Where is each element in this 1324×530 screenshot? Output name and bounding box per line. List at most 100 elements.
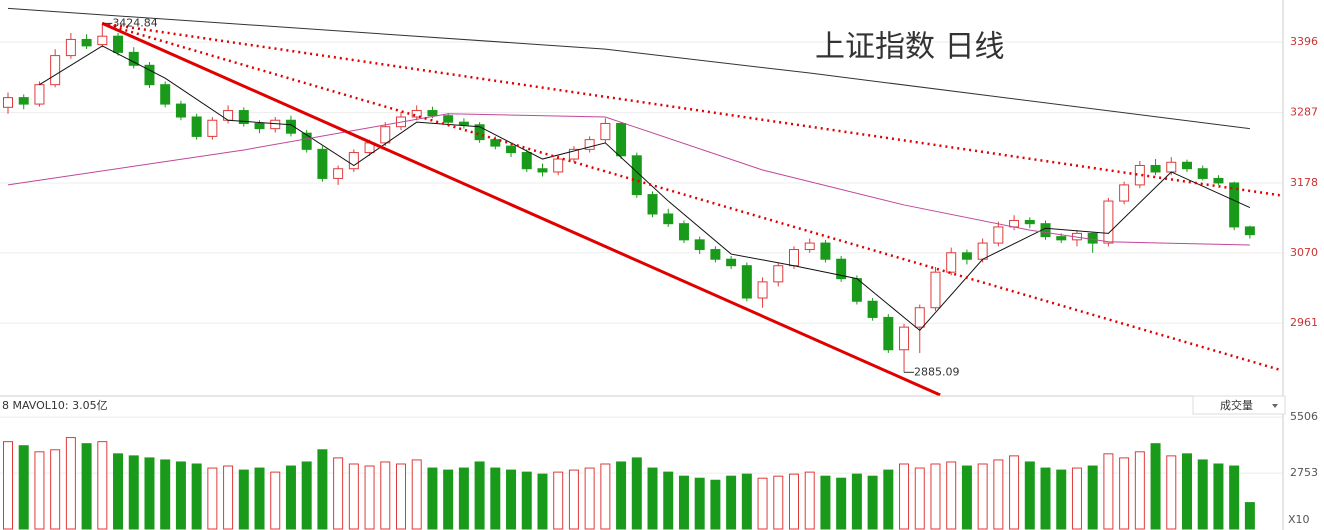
volume-bar [1244,502,1255,530]
volume-bar [364,465,375,530]
volume-bar [18,445,29,530]
volume-bar [317,449,328,530]
volume-bar [3,441,13,530]
candle-body [521,152,532,170]
trend-line [101,22,941,397]
candle-body [899,326,910,351]
volume-unit-label: X10 [1288,513,1310,526]
candle-body [50,55,61,86]
candle-body [1182,161,1192,170]
volume-bar [1024,461,1035,530]
candle-body [3,97,13,108]
volume-bar [1103,453,1114,530]
volume-bar [773,475,784,530]
annotation-label: 2885.09 [914,365,960,378]
candle-body [663,213,674,225]
candle-body [1056,236,1067,241]
volume-bar [914,467,925,530]
volume-bar [647,467,658,530]
y-tick-label: 5506 [1290,410,1318,423]
volume-bar [1229,465,1240,530]
candle-body [977,242,988,260]
plot [3,7,1281,530]
volume-bar [238,469,249,530]
volume-bar [616,461,627,530]
trend-line [101,22,1281,371]
candle-body [1213,177,1224,184]
candle-body [1197,168,1208,179]
candle-body [710,249,721,260]
candle-body [961,252,972,260]
y-tick-label: 3287 [1290,105,1318,118]
volume-bar [81,443,92,530]
moving-average-line [39,45,1251,332]
y-tick-label: 2961 [1290,316,1318,329]
candle-body [443,115,454,123]
candle-body [1244,226,1255,236]
candle-body [616,122,627,157]
volume-bar [490,467,501,530]
volume-bar [34,451,45,530]
volume-bar [160,459,171,530]
volume-bar [1056,469,1067,530]
candle-body [458,121,469,126]
volume-bar [443,469,454,530]
volume-bar [883,469,894,530]
candle-body [867,300,878,318]
volume-bar [97,441,108,530]
volume-bar [458,467,469,530]
candle-body [301,132,312,150]
volume-bar [568,469,579,530]
volume-bar [1040,467,1051,530]
volume-bar [804,471,815,530]
chart-title: 上证指数 日线 [815,30,1005,65]
candle-body [1150,164,1161,173]
volume-bar [1119,457,1130,530]
candle-body [726,258,737,267]
candle-body [474,124,485,141]
volume-selector[interactable] [1192,395,1286,415]
candle-body [694,239,705,251]
volume-bar [757,477,768,530]
candle-body [741,265,752,299]
volume-bar [678,475,689,530]
candle-body [81,38,92,47]
candle-body [836,258,847,280]
volume-bar [301,461,312,530]
candle-body [18,97,29,105]
volume-bar [348,463,359,530]
volume-bar [128,455,139,530]
dropdown-arrow [1272,404,1278,408]
volume-bar [1071,467,1082,530]
volume-bar [930,463,941,530]
volume-bar [113,453,124,530]
annotation-label: 3424.84 [112,16,158,29]
candle-body [553,158,564,173]
volume-bar [474,461,485,530]
candle-body [804,242,815,251]
volume-bar [1166,455,1177,530]
volume-bar [710,479,721,530]
candle-body [270,119,281,130]
volume-bar [506,469,517,530]
candle-body [1103,200,1114,244]
candle-body [160,84,171,105]
volume-bar [537,473,548,530]
candle-body [34,84,45,105]
volume-bar [175,461,186,530]
candle-body [537,168,548,173]
candle-body [1087,232,1098,244]
volume-bar [270,471,281,530]
volume-bar [584,467,595,530]
volume-bar [1150,443,1161,530]
candle-body [427,110,438,117]
volume-bar [789,473,799,530]
candle-body [1166,161,1177,173]
candle-body [930,271,941,309]
candle-body [207,119,218,137]
candle-body [97,35,108,46]
volume-bar [65,437,76,530]
candle-body [223,110,234,121]
volume-bar [820,475,831,530]
